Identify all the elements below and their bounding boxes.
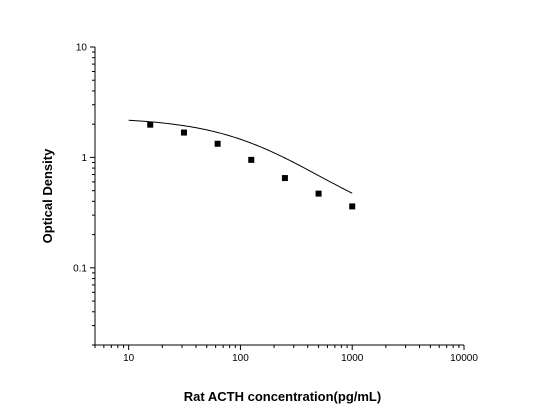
data-point: [147, 121, 154, 128]
data-point: [180, 129, 187, 136]
y-tick-label: 10: [76, 43, 88, 54]
data-point: [315, 190, 322, 197]
axes: [94, 47, 464, 346]
data-points-layer: [147, 121, 356, 210]
data-point: [214, 140, 221, 147]
fit-curve-layer: [128, 119, 353, 194]
x-tick-label: 10000: [450, 353, 478, 364]
data-point: [281, 175, 288, 182]
x-axis-ticks: 10 100 1000 10000: [94, 345, 478, 364]
x-tick-label: 1000: [341, 353, 364, 364]
fit-curve: [128, 119, 353, 194]
x-tick-label: 10: [123, 353, 135, 364]
x-axis-title: Rat ACTH concentration(pg/mL): [184, 389, 381, 404]
data-point: [248, 156, 255, 163]
data-point: [349, 203, 356, 210]
y-tick-label: 0.1: [73, 263, 87, 274]
y-axis-ticks: 0.1 1 10: [73, 43, 95, 346]
y-tick-label: 1: [81, 153, 87, 164]
y-axis-title: Optical Density: [40, 148, 55, 243]
x-tick-label: 100: [232, 353, 249, 364]
